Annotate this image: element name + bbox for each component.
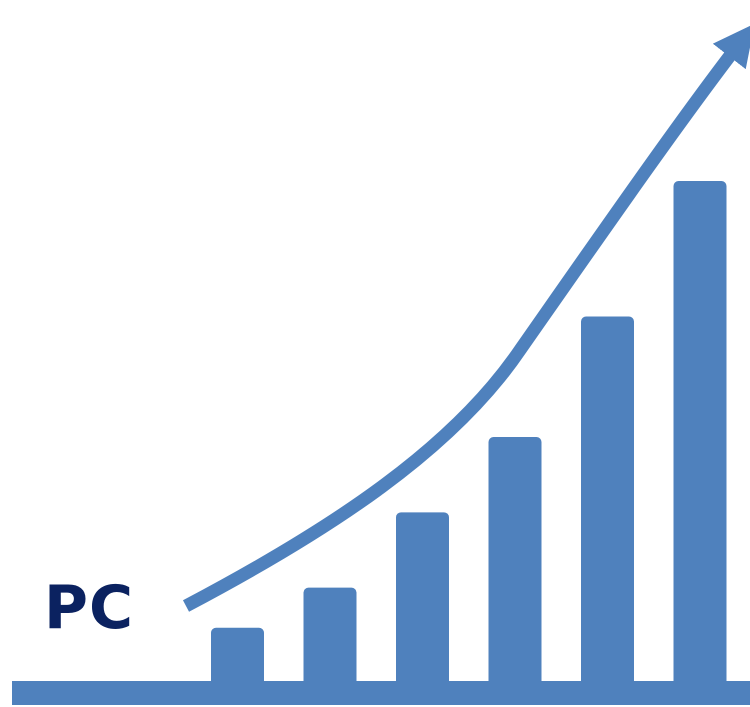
trend-arrow-icon bbox=[182, 23, 750, 612]
bar-6 bbox=[673, 181, 727, 687]
pc-label: PC bbox=[44, 573, 135, 643]
bars-group bbox=[211, 181, 727, 687]
bar-1 bbox=[211, 627, 264, 687]
bar-2 bbox=[303, 587, 357, 687]
bar-5 bbox=[581, 316, 634, 687]
bar-4 bbox=[488, 437, 542, 687]
bar-3 bbox=[396, 512, 449, 687]
x-axis-baseline bbox=[12, 681, 750, 705]
